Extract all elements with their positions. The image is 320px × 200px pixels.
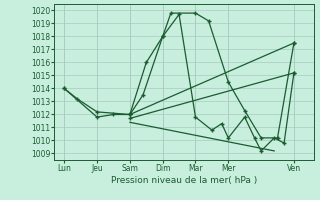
X-axis label: Pression niveau de la mer( hPa ): Pression niveau de la mer( hPa ): [111, 176, 257, 185]
